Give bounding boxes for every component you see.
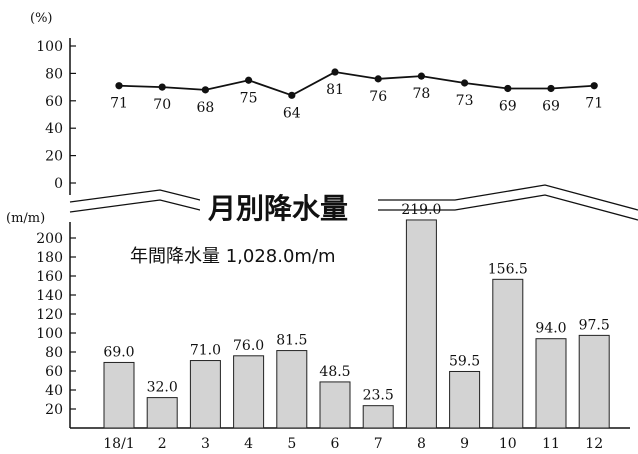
line-y-tick-label: 80 xyxy=(45,66,63,82)
line-value-label: 69 xyxy=(499,98,517,114)
bar-value-label: 32.0 xyxy=(147,380,178,396)
line-point xyxy=(374,75,382,83)
bar xyxy=(362,405,394,429)
bar-value-label: 219.0 xyxy=(401,202,441,218)
bar xyxy=(449,370,481,429)
line-y-ticks: 0 20 40 60 80 100 xyxy=(36,39,76,192)
x-axis-labels: 18/1 2 3 4 5 6 7 8 9 10 11 12 xyxy=(103,436,603,452)
bar-value-label: 59.5 xyxy=(449,353,480,369)
line-point xyxy=(590,82,598,90)
x-tick-label: 2 xyxy=(158,436,167,452)
line-unit-label: (%) xyxy=(30,11,53,26)
bar-value-label: 97.5 xyxy=(579,317,610,333)
x-tick-label: 4 xyxy=(244,436,253,452)
x-tick-label: 12 xyxy=(585,436,603,452)
line-point xyxy=(504,84,512,93)
line-value-label: 71 xyxy=(110,96,128,112)
line-value-label: 81 xyxy=(326,82,344,98)
line-value-label: 75 xyxy=(240,90,258,106)
bar-value-label: 48.5 xyxy=(319,364,350,380)
line-value-label: 76 xyxy=(369,89,387,105)
x-tick-label: 11 xyxy=(542,436,560,452)
line-value-label: 70 xyxy=(153,97,171,113)
bar-y-tick-label: 140 xyxy=(36,288,63,304)
bar-unit-label: (m/m) xyxy=(6,211,45,226)
bar xyxy=(405,219,437,429)
line-value-label: 64 xyxy=(283,105,301,121)
line-point xyxy=(201,86,209,94)
bar xyxy=(578,334,610,429)
bar xyxy=(103,361,135,429)
bar-y-ticks: 20 40 60 80 100 120 140 160 180 200 xyxy=(36,231,76,418)
chart-subtitle: 年間降水量 1,028.0m/m xyxy=(130,246,336,267)
x-tick-label: 8 xyxy=(417,436,426,452)
x-tick-label: 10 xyxy=(499,436,517,452)
bars xyxy=(103,219,610,429)
bar xyxy=(319,381,351,429)
humidity-line: 71 70 68 75 64 81 76 78 73 69 69 71 xyxy=(110,68,603,121)
bar xyxy=(233,355,265,429)
x-tick-label: 6 xyxy=(331,436,340,452)
line-point xyxy=(115,82,123,90)
x-tick-label: 7 xyxy=(374,436,383,452)
line-point xyxy=(288,91,296,99)
line-point xyxy=(547,84,555,93)
bar-y-tick-label: 60 xyxy=(45,364,63,380)
bar-value-label: 76.0 xyxy=(233,338,264,354)
line-y-tick-label: 40 xyxy=(45,121,63,137)
bar-value-label: 156.5 xyxy=(488,261,528,277)
line-value-label: 69 xyxy=(542,98,560,114)
x-tick-label: 9 xyxy=(460,436,469,452)
line-value-label: 71 xyxy=(585,96,603,112)
bar-value-label: 81.5 xyxy=(276,333,307,349)
bar-y-tick-label: 120 xyxy=(36,307,63,323)
bar-y-tick-label: 160 xyxy=(36,269,63,285)
bar-value-labels: 69.0 32.0 71.0 76.0 81.5 48.5 23.5 219.0 59.5 156… xyxy=(103,202,609,404)
chart-title: 月別降水量 xyxy=(207,192,348,225)
line-y-tick-label: 100 xyxy=(36,39,63,55)
bar-y-tick-label: 80 xyxy=(45,345,63,361)
line-point xyxy=(245,76,253,84)
bar xyxy=(276,350,308,429)
bar-value-label: 94.0 xyxy=(535,321,566,337)
bar-value-label: 69.0 xyxy=(103,344,134,360)
x-tick-label: 5 xyxy=(287,436,296,452)
title-background xyxy=(200,188,378,226)
line-value-label: 78 xyxy=(412,86,430,102)
bar-value-label: 23.5 xyxy=(363,388,394,404)
bar-y-tick-label: 100 xyxy=(36,326,63,342)
bar xyxy=(189,360,221,429)
line-value-label: 68 xyxy=(196,100,214,116)
line-value-label: 73 xyxy=(456,93,474,109)
bar xyxy=(492,278,524,429)
line-point xyxy=(461,79,469,87)
line-y-tick-label: 20 xyxy=(45,149,63,165)
bar-y-tick-label: 40 xyxy=(45,383,63,399)
bar-y-tick-label: 180 xyxy=(36,250,63,266)
line-y-tick-label: 60 xyxy=(45,94,63,110)
bar xyxy=(535,338,567,429)
bar-y-tick-label: 20 xyxy=(45,402,63,418)
line-y-tick-label: 0 xyxy=(54,176,63,192)
humidity-series-line xyxy=(118,71,595,97)
line-point xyxy=(417,72,425,80)
line-point xyxy=(158,83,166,91)
x-tick-label: 18/1 xyxy=(103,436,134,452)
x-tick-label: 3 xyxy=(201,436,210,452)
bar xyxy=(146,397,178,429)
bar-value-label: 71.0 xyxy=(190,343,221,359)
line-point xyxy=(331,68,339,76)
bar-y-tick-label: 200 xyxy=(36,231,63,247)
